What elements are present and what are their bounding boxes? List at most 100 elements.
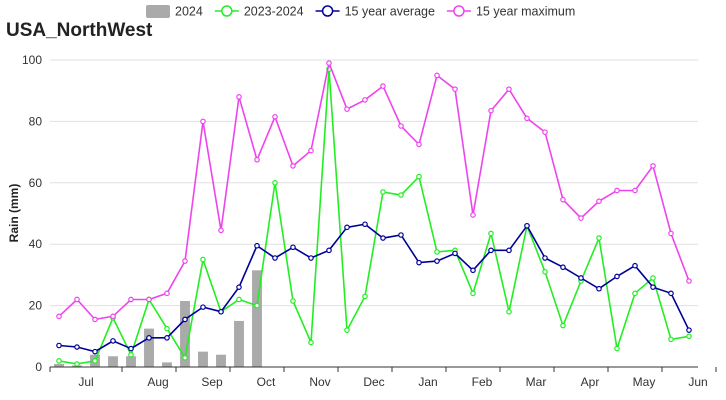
legend-item[interactable]: 2023-2024 — [214, 5, 304, 19]
series-point — [380, 189, 386, 195]
series-point — [92, 316, 98, 323]
series-point — [200, 304, 206, 310]
y-tick-label: 20 — [29, 299, 43, 313]
series-point — [128, 296, 134, 303]
legend-marker — [221, 5, 233, 17]
series-point — [254, 302, 260, 309]
series-point — [272, 113, 278, 120]
series-point — [74, 296, 80, 303]
series-point — [344, 224, 350, 231]
series-point — [164, 325, 170, 332]
series-point — [632, 262, 638, 269]
series-point — [488, 107, 494, 114]
series-point — [668, 336, 674, 343]
y-tick-label: 40 — [29, 237, 43, 251]
series-point — [614, 273, 620, 280]
series-point — [668, 290, 674, 297]
series-point — [362, 97, 368, 103]
x-tick-label: Jan — [418, 375, 437, 389]
x-tick-label: Sep — [201, 375, 223, 389]
series-point — [74, 361, 80, 367]
x-tick-label: Nov — [309, 375, 330, 389]
series-point — [236, 94, 242, 100]
series-point — [308, 255, 314, 261]
series-point — [110, 338, 116, 344]
x-tick-label: Apr — [581, 375, 600, 389]
series-point — [470, 267, 476, 274]
series-point — [146, 335, 152, 341]
x-tick-label: Aug — [147, 375, 168, 389]
series-point — [164, 290, 170, 297]
series-point — [596, 198, 602, 205]
bar-2024 — [162, 362, 172, 367]
series-point — [578, 275, 584, 281]
series-point — [380, 83, 386, 89]
series-point — [74, 344, 80, 350]
series-point — [56, 358, 62, 364]
series-point — [182, 316, 188, 323]
series-point — [560, 264, 566, 271]
series-point — [110, 313, 116, 320]
series-point — [686, 278, 692, 284]
series-point — [596, 285, 602, 292]
legend-swatch — [146, 5, 170, 18]
x-tick-label: Feb — [472, 375, 493, 389]
series-point — [416, 173, 422, 180]
series-point — [272, 255, 278, 261]
legend-item[interactable]: 15 year average — [315, 5, 435, 19]
series-point — [308, 339, 314, 346]
series-point — [488, 230, 494, 237]
grid-lines — [50, 59, 698, 368]
y-tick-label: 100 — [22, 53, 42, 67]
series-point — [452, 250, 458, 257]
series-point — [164, 335, 170, 341]
series-point — [272, 180, 278, 186]
legend[interactable]: 2024 2023-2024 15 year average 15 year maxi… — [146, 5, 575, 19]
bar-2024 — [54, 363, 64, 367]
series-point — [218, 308, 224, 315]
x-tick-label: Dec — [363, 375, 384, 389]
x-tick-label: Oct — [257, 375, 276, 389]
y-tick-label: 60 — [29, 176, 43, 190]
series-point — [218, 227, 224, 234]
series-point — [398, 123, 404, 129]
series-point — [128, 345, 134, 352]
series-point — [362, 293, 368, 300]
legend-item[interactable]: 15 year maximum — [446, 5, 575, 19]
series-point — [434, 258, 440, 264]
series-point — [362, 221, 368, 228]
series-point — [506, 247, 512, 254]
series-point — [686, 333, 692, 340]
bar-2024 — [198, 351, 208, 367]
bar-2024 — [108, 356, 118, 367]
legend-label: 15 year maximum — [476, 5, 575, 19]
series-point — [326, 247, 332, 254]
series-point — [254, 156, 260, 163]
y-tick-label: 0 — [35, 360, 42, 374]
series-line — [58, 223, 690, 353]
series-point — [416, 141, 422, 148]
series-point — [668, 230, 674, 237]
series-line — [58, 69, 690, 365]
series-point — [506, 86, 512, 92]
legend-label: 2023-2024 — [244, 5, 304, 19]
series-point — [92, 358, 98, 364]
line-series-layer — [56, 60, 692, 367]
series-point — [200, 118, 206, 125]
bar-2024 — [252, 270, 262, 367]
series-point — [452, 86, 458, 92]
series-point — [614, 345, 620, 352]
series-point — [92, 348, 98, 355]
y-tick-label: 80 — [29, 114, 43, 128]
series-point — [524, 222, 530, 229]
legend-marker — [453, 5, 465, 17]
series-point — [632, 290, 638, 297]
legend-item[interactable]: 2024 — [146, 5, 203, 19]
series-point — [56, 313, 62, 320]
bar-2024 — [234, 320, 244, 367]
series-point — [254, 242, 260, 249]
x-tick-label: Mar — [526, 375, 547, 389]
series-point — [398, 192, 404, 198]
